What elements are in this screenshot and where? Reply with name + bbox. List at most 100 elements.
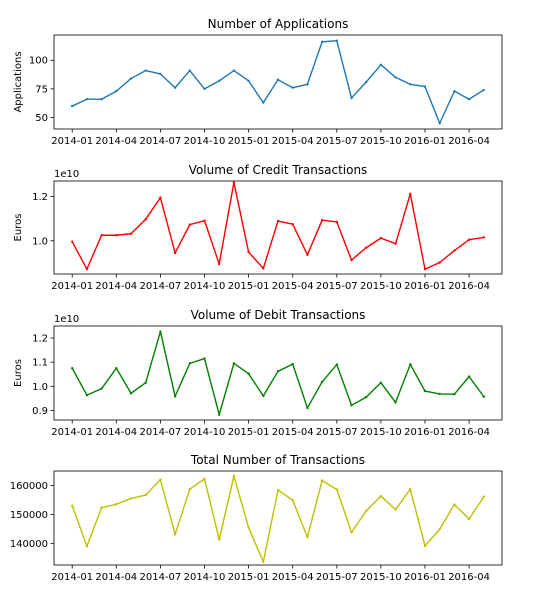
data-point [71, 104, 74, 108]
plot-frame [53, 34, 503, 130]
axis-offset-label: 1e10 [54, 314, 79, 325]
plot-frame [53, 180, 503, 275]
data-point [129, 497, 133, 500]
data-point [409, 363, 412, 366]
series-line [71, 475, 485, 563]
data-point [115, 234, 118, 237]
data-point [394, 401, 397, 404]
y-tick-label: 150000 [10, 510, 48, 521]
data-point [247, 526, 250, 529]
data-point [247, 372, 250, 375]
data-point [438, 392, 441, 396]
data-point [423, 389, 427, 393]
x-tick-label: 2014-10 [184, 572, 226, 583]
data-point [232, 362, 236, 365]
x-tick-label: 2016-04 [448, 136, 490, 147]
x-tick-label: 2015-04 [272, 427, 314, 438]
data-point [159, 330, 162, 333]
data-point [467, 238, 471, 241]
data-point [423, 267, 427, 271]
data-point [291, 222, 294, 226]
data-point [394, 242, 397, 245]
chart-title: Volume of Debit Transactions [191, 308, 366, 322]
data-point [262, 394, 265, 398]
chart-title: Volume of Credit Transactions [189, 163, 368, 177]
data-point [482, 236, 485, 239]
data-point [482, 495, 485, 498]
data-point [365, 395, 368, 399]
data-point [409, 83, 412, 86]
data-point [320, 479, 324, 482]
data-point [218, 79, 221, 83]
data-point [129, 392, 133, 395]
x-tick-label: 2015-10 [360, 136, 402, 147]
data-point [218, 262, 221, 266]
data-point [320, 218, 324, 222]
x-tick-label: 2015-04 [272, 136, 314, 147]
data-point [232, 474, 236, 478]
x-tick-label: 2015-10 [360, 572, 402, 583]
data-point [409, 192, 412, 196]
data-point [232, 69, 236, 72]
data-point [379, 63, 383, 66]
data-point [144, 218, 147, 221]
data-point [85, 393, 89, 397]
y-tick-label: 100 [29, 56, 48, 67]
x-tick-label: 2014-01 [51, 572, 93, 583]
chart-panel-4: Total Number of Transactions 140000 150000… [10, 453, 503, 583]
data-point [173, 395, 177, 398]
data-point [320, 380, 324, 384]
data-point [129, 77, 133, 80]
data-point [453, 503, 456, 506]
x-tick-label: 2014-04 [95, 427, 137, 438]
data-point [262, 267, 265, 270]
data-point [320, 40, 324, 44]
data-point [100, 98, 103, 101]
x-tick-label: 2015-01 [228, 136, 270, 147]
y-tick-label: 50 [35, 113, 48, 124]
plot-frame [53, 325, 503, 421]
y-tick-label: 1.0 [32, 236, 48, 247]
plot-frame [53, 470, 503, 566]
chart-panel-3: Volume of Debit Transactions 0.9 1.0 1.1 1.2… [13, 308, 503, 438]
data-point [394, 76, 397, 79]
data-point [350, 404, 353, 407]
data-point [379, 236, 383, 240]
data-point [409, 488, 412, 491]
axis-offset-label: 1e10 [54, 169, 79, 180]
data-point [247, 250, 250, 254]
x-tick-label: 2015-07 [316, 281, 358, 292]
data-point [203, 87, 206, 91]
data-point [276, 219, 280, 223]
x-tick-label: 2015-07 [316, 572, 358, 583]
data-point [467, 98, 471, 101]
data-point [71, 240, 74, 243]
y-tick-label: 1.2 [32, 334, 48, 345]
data-point [335, 220, 338, 224]
x-tick-label: 2015-01 [228, 427, 270, 438]
y-axis-label: Euros [13, 214, 24, 242]
data-point [482, 88, 485, 92]
y-axis-label: Euros [13, 359, 24, 387]
x-tick-label: 2014-04 [95, 136, 137, 147]
data-point [438, 527, 441, 531]
x-tick-label: 2014-04 [95, 281, 137, 292]
data-point [365, 509, 368, 513]
data-point [159, 478, 162, 481]
data-point [365, 80, 368, 84]
data-point [71, 504, 74, 507]
data-point [188, 69, 191, 72]
data-point [115, 89, 118, 93]
data-point [394, 508, 397, 511]
data-point [218, 538, 221, 541]
y-tick-label: 140000 [10, 539, 48, 550]
x-tick-label: 2015-07 [316, 136, 358, 147]
data-point [276, 370, 280, 373]
data-point [291, 362, 294, 366]
data-point [218, 413, 221, 416]
x-tick-label: 2016-04 [448, 572, 490, 583]
series-line [71, 330, 485, 416]
x-tick-label: 2016-01 [404, 281, 446, 292]
data-point [159, 196, 162, 199]
